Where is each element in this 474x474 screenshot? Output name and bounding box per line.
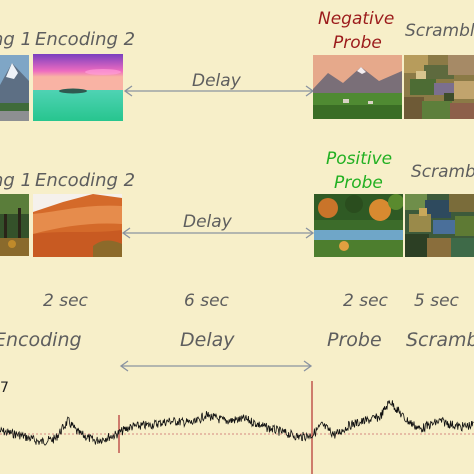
phase-encoding-label: Encoding [0, 329, 82, 351]
row1-probe-label-line2: Probe [333, 33, 382, 53]
duration-probe: 2 sec [343, 291, 388, 311]
signal-trace-plot [0, 381, 474, 474]
phase-probe-label: Probe [327, 329, 382, 351]
row1-scramble-image [404, 55, 474, 119]
row2-encoding1-label: ng 1 [0, 170, 33, 191]
row2-scramble-image [405, 194, 474, 257]
row1-encoding1-label: ng 1 [0, 29, 33, 50]
row2-probe-label-line1: Positive [326, 149, 393, 169]
row2-probe-label-line2: Probe [334, 173, 383, 193]
duration-encoding: 2 sec [43, 291, 88, 311]
row2-delay-label: Delay [183, 212, 232, 232]
row2-encoding2-image [33, 194, 122, 257]
row2-delay-arrow [121, 227, 315, 239]
row2-encoding1-image [0, 194, 29, 256]
duration-delay: 6 sec [184, 291, 229, 311]
phase-scramble-label: Scramb [406, 329, 474, 351]
phase-delay-arrow [119, 360, 313, 372]
row1-delay-label: Delay [192, 71, 241, 91]
row2-probe-image [314, 194, 403, 257]
row1-probe-image [313, 55, 402, 119]
row2-scramble-label: Scramb [411, 162, 474, 182]
row1-encoding2-label: Encoding 2 [35, 29, 136, 50]
row1-encoding2-image [33, 54, 123, 121]
row1-delay-arrow [123, 85, 315, 97]
duration-scramble: 5 sec [414, 291, 459, 311]
row2-encoding2-label: Encoding 2 [35, 170, 136, 191]
row1-probe-label-line1: Negative [318, 9, 395, 29]
signal-trace [0, 399, 474, 446]
row1-encoding1-image [0, 55, 29, 121]
signal-axis-label: 7 [0, 380, 9, 396]
phase-delay-label: Delay [180, 329, 235, 351]
row1-scramble-label: Scramble [405, 21, 474, 41]
